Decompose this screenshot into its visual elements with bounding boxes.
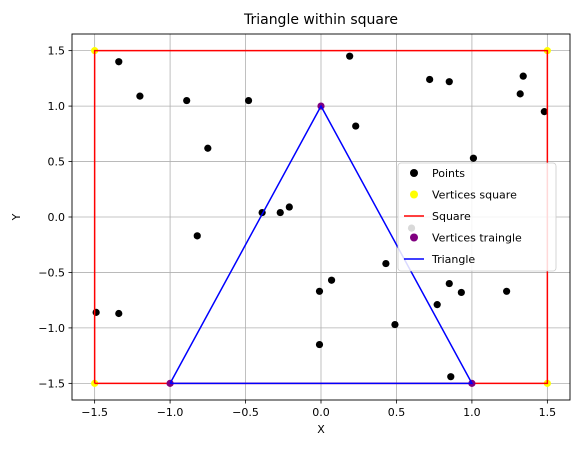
chart-title: Triangle within square	[243, 12, 398, 28]
plot-series	[91, 47, 551, 387]
x-tick-label: 0.5	[388, 406, 406, 419]
data-point-points	[244, 96, 253, 105]
data-point-points	[540, 108, 548, 116]
x-tick-label: −1.0	[157, 406, 184, 419]
data-point-points	[136, 92, 144, 100]
data-point-points	[204, 144, 212, 152]
y-axis-label: Y	[10, 213, 23, 221]
legend-marker-swatch	[410, 233, 418, 242]
y-tick-label: 0.0	[48, 211, 66, 224]
legend-entry-label: Triangle	[431, 253, 475, 266]
data-point-points	[445, 279, 453, 288]
data-point-points	[183, 96, 191, 105]
x-tick-label: −1.5	[81, 406, 108, 419]
y-tick-label: −1.5	[38, 377, 65, 390]
data-point-points	[285, 203, 293, 211]
data-point-points	[115, 58, 123, 66]
data-point-points	[315, 287, 324, 295]
data-point-points	[503, 287, 511, 295]
data-point-points	[382, 259, 390, 268]
data-point-points	[391, 320, 399, 329]
x-tick-label: −0.5	[232, 406, 259, 419]
x-axis-label: X	[317, 423, 325, 436]
legend-entry-label: Square	[432, 210, 471, 223]
legend-box	[397, 162, 557, 272]
axis-ticks: −1.5 −1.0 −0.5 0.0 0.5 1.0 1.5 −1.5 −1.0 −0.5 0.0 0…	[38, 45, 556, 419]
data-point-points	[426, 75, 434, 84]
y-tick-label: 0.5	[48, 156, 66, 169]
data-point-points	[519, 72, 527, 80]
data-point-points	[516, 90, 524, 98]
legend-marker-swatch	[410, 190, 418, 199]
x-tick-label: 1.5	[539, 406, 557, 419]
y-tick-label: 1.5	[48, 45, 66, 58]
data-point-points	[92, 308, 100, 316]
data-point-points	[457, 288, 465, 297]
legend-entry-label: Points	[432, 167, 465, 180]
data-point-points	[445, 78, 453, 86]
series-line-triangle	[169, 104, 474, 385]
data-point-points	[276, 208, 284, 217]
y-tick-label: −1.0	[38, 322, 65, 335]
data-point-points	[352, 122, 360, 130]
x-tick-label: 1.0	[463, 406, 481, 419]
data-point-points	[193, 232, 201, 240]
y-tick-label: −0.5	[38, 266, 65, 279]
data-point-points	[346, 52, 354, 60]
legend-entry-label: Vertices square	[432, 189, 517, 202]
y-tick-label: 1.0	[48, 100, 66, 113]
legend-entry-label: Vertices traingle	[432, 232, 522, 245]
data-point-points	[327, 276, 336, 284]
data-point-points	[115, 309, 123, 318]
data-point-points	[315, 340, 324, 349]
x-tick-label: 0.0	[312, 406, 330, 419]
legend-marker-swatch	[410, 169, 418, 177]
data-point-points	[433, 301, 441, 309]
data-point-points	[447, 373, 455, 381]
legend: Points Vertices square Square Vertices trai…	[397, 162, 557, 272]
data-point-points	[469, 154, 478, 162]
